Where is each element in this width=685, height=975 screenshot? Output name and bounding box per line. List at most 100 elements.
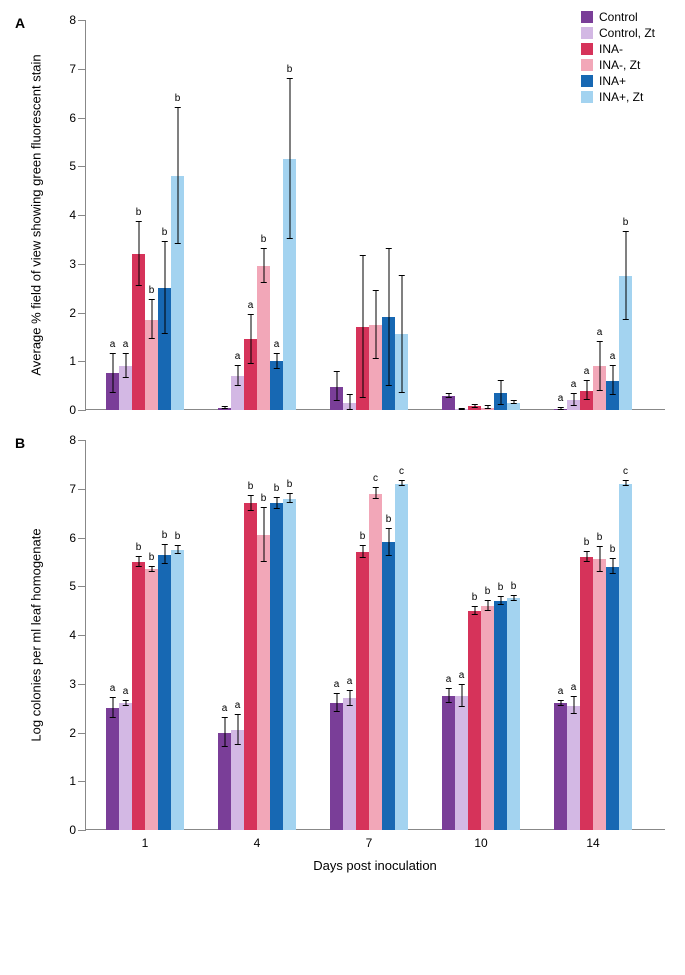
bar-group bbox=[442, 393, 520, 410]
y-tick-label: 7 bbox=[56, 62, 76, 76]
bar-wrap: b bbox=[507, 598, 520, 830]
error-cap bbox=[609, 394, 616, 395]
error-bar bbox=[237, 366, 238, 386]
error-cap bbox=[273, 353, 280, 354]
bar-wrap: b bbox=[356, 552, 369, 830]
bar bbox=[382, 542, 395, 830]
error-cap bbox=[398, 392, 405, 393]
error-cap bbox=[247, 495, 254, 496]
error-cap bbox=[385, 555, 392, 556]
sig-label: a bbox=[446, 674, 452, 685]
error-cap bbox=[372, 290, 379, 291]
bar-wrap: b bbox=[283, 499, 296, 831]
bar-wrap bbox=[494, 393, 507, 410]
error-cap bbox=[445, 702, 452, 703]
bar bbox=[270, 503, 283, 830]
sig-label: b bbox=[360, 531, 366, 542]
error-bar bbox=[599, 547, 600, 571]
y-tick-label: 6 bbox=[56, 111, 76, 125]
sig-label: b bbox=[597, 532, 603, 543]
y-tick-label: 2 bbox=[56, 726, 76, 740]
bar-wrap: a bbox=[106, 708, 119, 830]
bar-wrap: b bbox=[580, 557, 593, 830]
bar-wrap: b bbox=[257, 266, 270, 410]
error-cap bbox=[557, 700, 564, 701]
error-cap bbox=[273, 508, 280, 509]
error-bar bbox=[599, 342, 600, 391]
error-cap bbox=[445, 393, 452, 394]
y-tick-label: 2 bbox=[56, 306, 76, 320]
error-cap bbox=[109, 353, 116, 354]
error-cap bbox=[135, 556, 142, 557]
error-cap bbox=[471, 404, 478, 405]
y-tick-label: 1 bbox=[56, 774, 76, 788]
bar bbox=[369, 494, 382, 830]
error-cap bbox=[135, 221, 142, 222]
sig-label: b bbox=[287, 479, 293, 490]
panel-b-chart: Log colonies per ml leaf homogenate aabb… bbox=[85, 440, 665, 830]
error-cap bbox=[622, 485, 629, 486]
error-cap bbox=[286, 502, 293, 503]
error-cap bbox=[596, 390, 603, 391]
error-cap bbox=[471, 614, 478, 615]
x-tick-label: 10 bbox=[474, 836, 487, 850]
bar bbox=[455, 696, 468, 830]
sig-label: b bbox=[485, 586, 491, 597]
error-cap bbox=[497, 404, 504, 405]
error-cap bbox=[346, 690, 353, 691]
error-cap bbox=[497, 596, 504, 597]
sig-label: b bbox=[274, 483, 280, 494]
error-cap bbox=[148, 299, 155, 300]
error-cap bbox=[458, 409, 465, 410]
y-tick-label: 8 bbox=[56, 433, 76, 447]
bar bbox=[158, 555, 171, 830]
y-tick bbox=[78, 781, 86, 782]
x-tick-label: 1 bbox=[142, 836, 149, 850]
bar-wrap bbox=[468, 406, 481, 410]
error-bar bbox=[164, 242, 165, 335]
y-tick-label: 5 bbox=[56, 579, 76, 593]
panel-b: B Log colonies per ml leaf homogenate aa… bbox=[20, 440, 665, 873]
sig-label: b bbox=[610, 544, 616, 555]
y-tick bbox=[78, 118, 86, 119]
error-cap bbox=[372, 487, 379, 488]
error-cap bbox=[372, 358, 379, 359]
panel-a-label: A bbox=[15, 15, 25, 31]
error-cap bbox=[234, 744, 241, 745]
error-cap bbox=[497, 380, 504, 381]
error-cap bbox=[596, 341, 603, 342]
error-cap bbox=[484, 408, 491, 409]
error-cap bbox=[609, 558, 616, 559]
error-bar bbox=[250, 315, 251, 364]
bar-wrap bbox=[330, 387, 343, 410]
sig-label: b bbox=[623, 217, 629, 228]
sig-label: b bbox=[472, 592, 478, 603]
error-cap bbox=[122, 705, 129, 706]
error-cap bbox=[583, 561, 590, 562]
bar-wrap: a bbox=[330, 703, 343, 830]
bar bbox=[580, 557, 593, 830]
sig-label: a bbox=[610, 351, 616, 362]
error-cap bbox=[333, 693, 340, 694]
y-tick-label: 3 bbox=[56, 257, 76, 271]
error-bar bbox=[276, 354, 277, 369]
sig-label: c bbox=[399, 466, 404, 477]
error-cap bbox=[372, 498, 379, 499]
bar-wrap: a bbox=[244, 339, 257, 410]
panel-a: A ControlControl, ZtINA-INA-, ZtINA+INA+… bbox=[20, 20, 665, 410]
error-cap bbox=[385, 528, 392, 529]
x-tick-label: 7 bbox=[366, 836, 373, 850]
error-bar bbox=[401, 276, 402, 393]
error-cap bbox=[359, 545, 366, 546]
bar-group: aabbbc bbox=[554, 484, 632, 830]
y-tick bbox=[78, 166, 86, 167]
bar-group: aabbbb bbox=[218, 499, 296, 831]
error-bar bbox=[612, 559, 613, 574]
error-cap bbox=[471, 407, 478, 408]
bar-wrap: a bbox=[593, 366, 606, 410]
error-cap bbox=[570, 713, 577, 714]
sig-label: a bbox=[558, 686, 564, 697]
bar-wrap bbox=[218, 408, 231, 410]
error-bar bbox=[125, 354, 126, 378]
error-bar bbox=[349, 691, 350, 706]
